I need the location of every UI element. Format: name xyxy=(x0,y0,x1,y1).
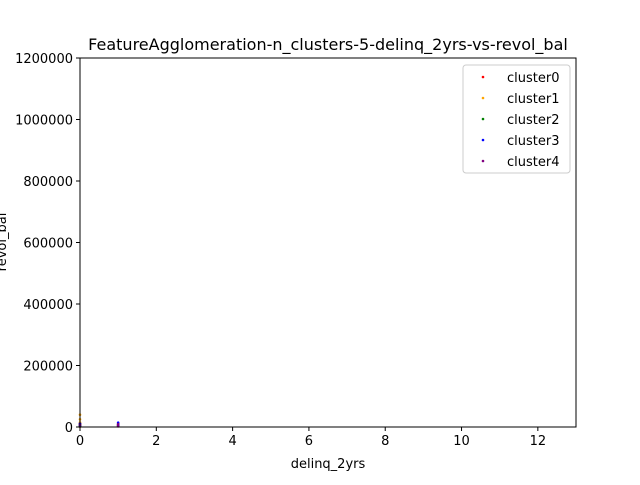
legend: cluster0 cluster1 cluster2 cluster3 cluster4 xyxy=(462,64,571,174)
legend-marker xyxy=(481,138,485,142)
legend-marker xyxy=(481,159,485,163)
legend-label: cluster4 xyxy=(507,155,559,170)
legend-label: cluster0 xyxy=(507,71,559,86)
x-tick-label: 6 xyxy=(305,434,313,449)
y-axis-ticks: 0 200000 400000 600000 800000 1000000 1200000 xyxy=(15,52,80,436)
y-tick-label: 600000 xyxy=(23,237,73,252)
legend-label: cluster1 xyxy=(507,92,559,107)
x-tick-label: 0 xyxy=(76,434,84,449)
legend-box xyxy=(462,64,571,174)
x-tick-label: 2 xyxy=(152,434,160,449)
legend-label: cluster3 xyxy=(507,134,559,149)
legend-marker xyxy=(481,96,485,100)
y-tick-label: 800000 xyxy=(23,175,73,190)
x-tick-label: 4 xyxy=(228,434,236,449)
y-tick-label: 200000 xyxy=(23,360,73,375)
y-tick-label: 1200000 xyxy=(15,52,73,67)
x-tick-label: 12 xyxy=(530,434,547,449)
y-tick-label: 0 xyxy=(65,421,73,436)
legend-marker xyxy=(481,75,485,79)
data-point-cluster4 xyxy=(116,422,120,426)
plot-area xyxy=(78,413,120,428)
y-tick-label: 400000 xyxy=(23,298,73,313)
y-axis-label: revol_bal xyxy=(0,213,10,272)
x-axis-label: delinq_2yrs xyxy=(291,457,366,472)
y-tick-label: 1000000 xyxy=(15,114,73,129)
x-tick-label: 10 xyxy=(453,434,470,449)
x-tick-label: 8 xyxy=(381,434,389,449)
legend-marker xyxy=(481,117,485,121)
x-axis-ticks: 0 2 4 6 8 10 12 xyxy=(76,427,546,449)
chart-title: FeatureAgglomeration-n_clusters-5-delinq… xyxy=(88,35,568,55)
legend-label: cluster2 xyxy=(507,113,559,128)
